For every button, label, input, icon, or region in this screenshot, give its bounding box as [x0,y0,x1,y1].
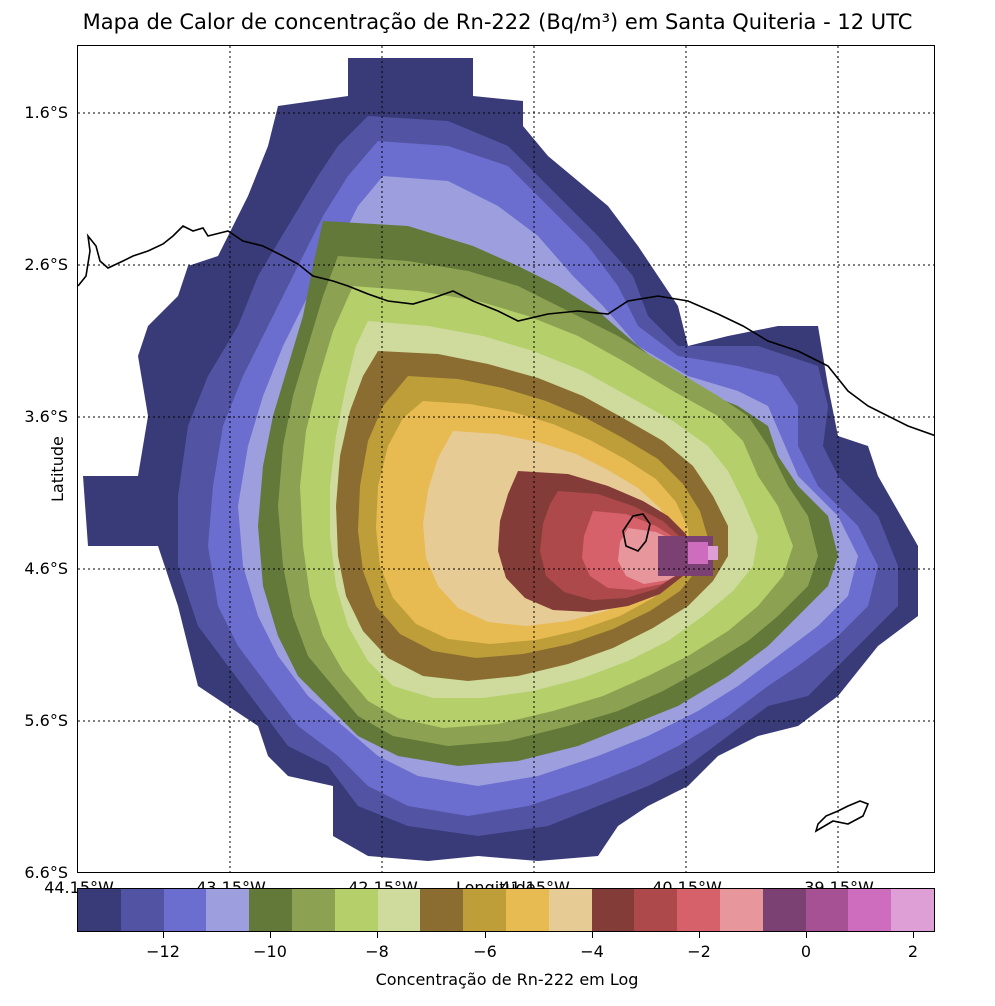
colorbar-swatch [291,889,335,931]
colorbar-tick [270,932,271,938]
colorbar-swatch [762,889,806,931]
lat-tick-label: 3.6°S [24,407,68,426]
colorbar-tick-label: −6 [473,942,497,961]
colorbar-swatch [548,889,592,931]
lat-tick-label: 6.6°S [24,863,68,882]
coastline [78,225,934,437]
colorbar-swatch [848,889,892,931]
colorbar-tick-label: −4 [580,942,604,961]
gridlines [78,46,934,872]
concentration-bands [83,58,918,861]
lat-tick-label: 5.6°S [24,711,68,730]
colorbar-swatch [463,889,506,931]
colorbar-swatch [249,889,292,931]
colorbar-tick [806,932,807,938]
island-coast [814,800,870,833]
colorbar-swatch [591,889,635,931]
band-lilac [708,546,718,560]
lat-tick-label: 4.6°S [24,559,68,578]
colorbar-tick [913,932,914,938]
colorbar-swatch [505,889,549,931]
colorbar-tick [163,932,164,938]
colorbar-swatch [891,889,934,931]
chart-title: Mapa de Calor de concentração de Rn-222 … [82,10,913,34]
colorbar-swatch [377,889,421,931]
colorbar-swatch [334,889,378,931]
colorbar-swatch [677,889,720,931]
colorbar-swatch [120,889,164,931]
colorbar-swatch [420,889,464,931]
colorbar-tick-label: 0 [800,942,812,961]
colorbar-tick [592,932,593,938]
lat-tick-label: 2.6°S [24,255,68,274]
city-outline [622,513,651,552]
colorbar-swatch [719,889,763,931]
colorbar-tick [377,932,378,938]
colorbar-swatch [206,889,250,931]
colorbar [77,888,935,932]
colorbar-label: Concentração de Rn-222 em Log [375,970,639,989]
y-axis-label: Latitude [48,436,67,502]
heatmap-svg [78,46,934,872]
colorbar-tick [699,932,700,938]
colorbar-tick-label: 2 [907,942,919,961]
map-plot-area [77,45,935,873]
colorbar-tick [485,932,486,938]
colorbar-tick-label: −8 [365,942,389,961]
colorbar-swatch [805,889,849,931]
colorbar-swatch [78,889,121,931]
colorbar-tick-label: −2 [687,942,711,961]
colorbar-swatch [163,889,207,931]
colorbar-tick-label: −10 [253,942,287,961]
colorbar-swatch [634,889,678,931]
colorbar-tick-label: −12 [146,942,180,961]
band-magenta [688,542,708,564]
lat-tick-label: 1.6°S [24,103,68,122]
